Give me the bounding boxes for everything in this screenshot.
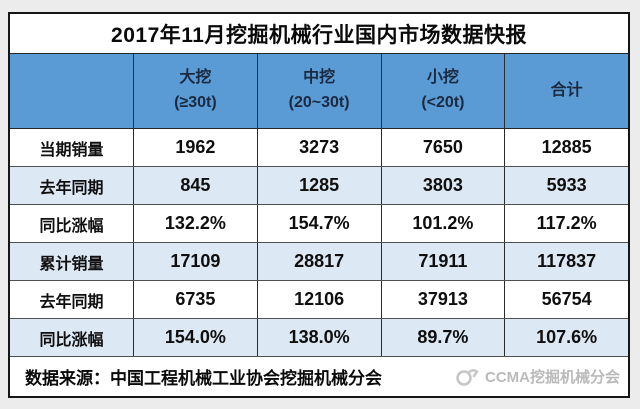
ccma-logo-icon — [456, 368, 479, 386]
column-range: (≥30t) — [174, 94, 217, 111]
data-source-text: 数据来源：中国工程机械工业协会挖掘机械分会 — [25, 369, 382, 388]
value-cell: 154.0% — [134, 319, 258, 356]
value-cell: 117.2% — [536, 213, 597, 233]
value-cell: 56754 — [541, 289, 592, 309]
value-cell: 138.0% — [258, 319, 382, 356]
value-cell: 89.7% — [382, 319, 506, 356]
column-header-large-excavator: 大挖 (≥30t) — [134, 54, 258, 128]
column-name: 中挖 — [303, 69, 336, 87]
row-label: 去年同期 — [10, 167, 134, 204]
value-cell: 132.2% — [134, 205, 258, 242]
row-label: 同比涨幅 — [10, 205, 134, 242]
column-header-medium-excavator: 中挖 (20~30t) — [258, 54, 382, 128]
value-cell: 37913 — [382, 281, 506, 318]
table-header-row: 大挖 (≥30t) 中挖 (20~30t) 小挖 (<20t) 合计 — [10, 54, 628, 129]
value-cell: 5933 — [546, 175, 587, 195]
column-range: (<20t) — [421, 94, 465, 111]
row-label: 累计销量 — [10, 243, 134, 280]
value-cell: 3273 — [258, 129, 382, 166]
table-row-cumulative-yoy-growth: 同比涨幅 154.0% 138.0% 89.7% 107.6% — [10, 319, 628, 357]
value-cell: 6735 — [134, 281, 258, 318]
value-cell: 845 — [134, 167, 258, 204]
column-header-small-excavator: 小挖 (<20t) — [382, 54, 506, 128]
watermark-text: CCMA挖掘机械分会 — [485, 369, 620, 386]
row-label: 同比涨幅 — [10, 319, 134, 356]
table-row-last-year-same-period: 去年同期 845 1285 3803 5933 — [10, 167, 628, 205]
row-label: 当期销量 — [10, 129, 134, 166]
value-cell: 1285 — [258, 167, 382, 204]
column-name: 大挖 — [179, 69, 212, 87]
column-name: 合计 — [550, 81, 583, 99]
column-header-total: 合计 — [505, 54, 628, 128]
column-name: 小挖 — [426, 69, 459, 87]
value-cell: 117837 — [537, 251, 597, 271]
table-row-current-sales: 当期销量 1962 3273 7650 12885 — [10, 129, 628, 167]
value-cell: 1962 — [134, 129, 258, 166]
table-row-cumulative-sales: 累计销量 17109 28817 71911 117837 — [10, 243, 628, 281]
value-cell: 107.6% — [536, 327, 598, 347]
watermark: CCMA挖掘机械分会 — [454, 366, 620, 388]
value-cell: 71911 — [382, 243, 506, 280]
value-cell: 28817 — [258, 243, 382, 280]
value-cell: 7650 — [382, 129, 506, 166]
corner-cell — [10, 54, 134, 128]
report-card: 2017年11月挖掘机械行业国内市场数据快报 大挖 (≥30t) 中挖 (20~… — [8, 12, 630, 398]
value-cell: 154.7% — [258, 205, 382, 242]
value-cell: 17109 — [134, 243, 258, 280]
column-range: (20~30t) — [288, 94, 350, 111]
value-cell: 12106 — [258, 281, 382, 318]
value-cell: 3803 — [382, 167, 506, 204]
table-row-last-year-cumulative: 去年同期 6735 12106 37913 56754 — [10, 281, 628, 319]
value-cell: 12885 — [541, 137, 592, 157]
value-cell: 101.2% — [382, 205, 506, 242]
table-row-yoy-growth: 同比涨幅 132.2% 154.7% 101.2% 117.2% — [10, 205, 628, 243]
report-title: 2017年11月挖掘机械行业国内市场数据快报 — [10, 14, 628, 54]
row-label: 去年同期 — [10, 281, 134, 318]
table-footer: 数据来源：中国工程机械工业协会挖掘机械分会 CCMA挖掘机械分会 — [10, 357, 628, 396]
